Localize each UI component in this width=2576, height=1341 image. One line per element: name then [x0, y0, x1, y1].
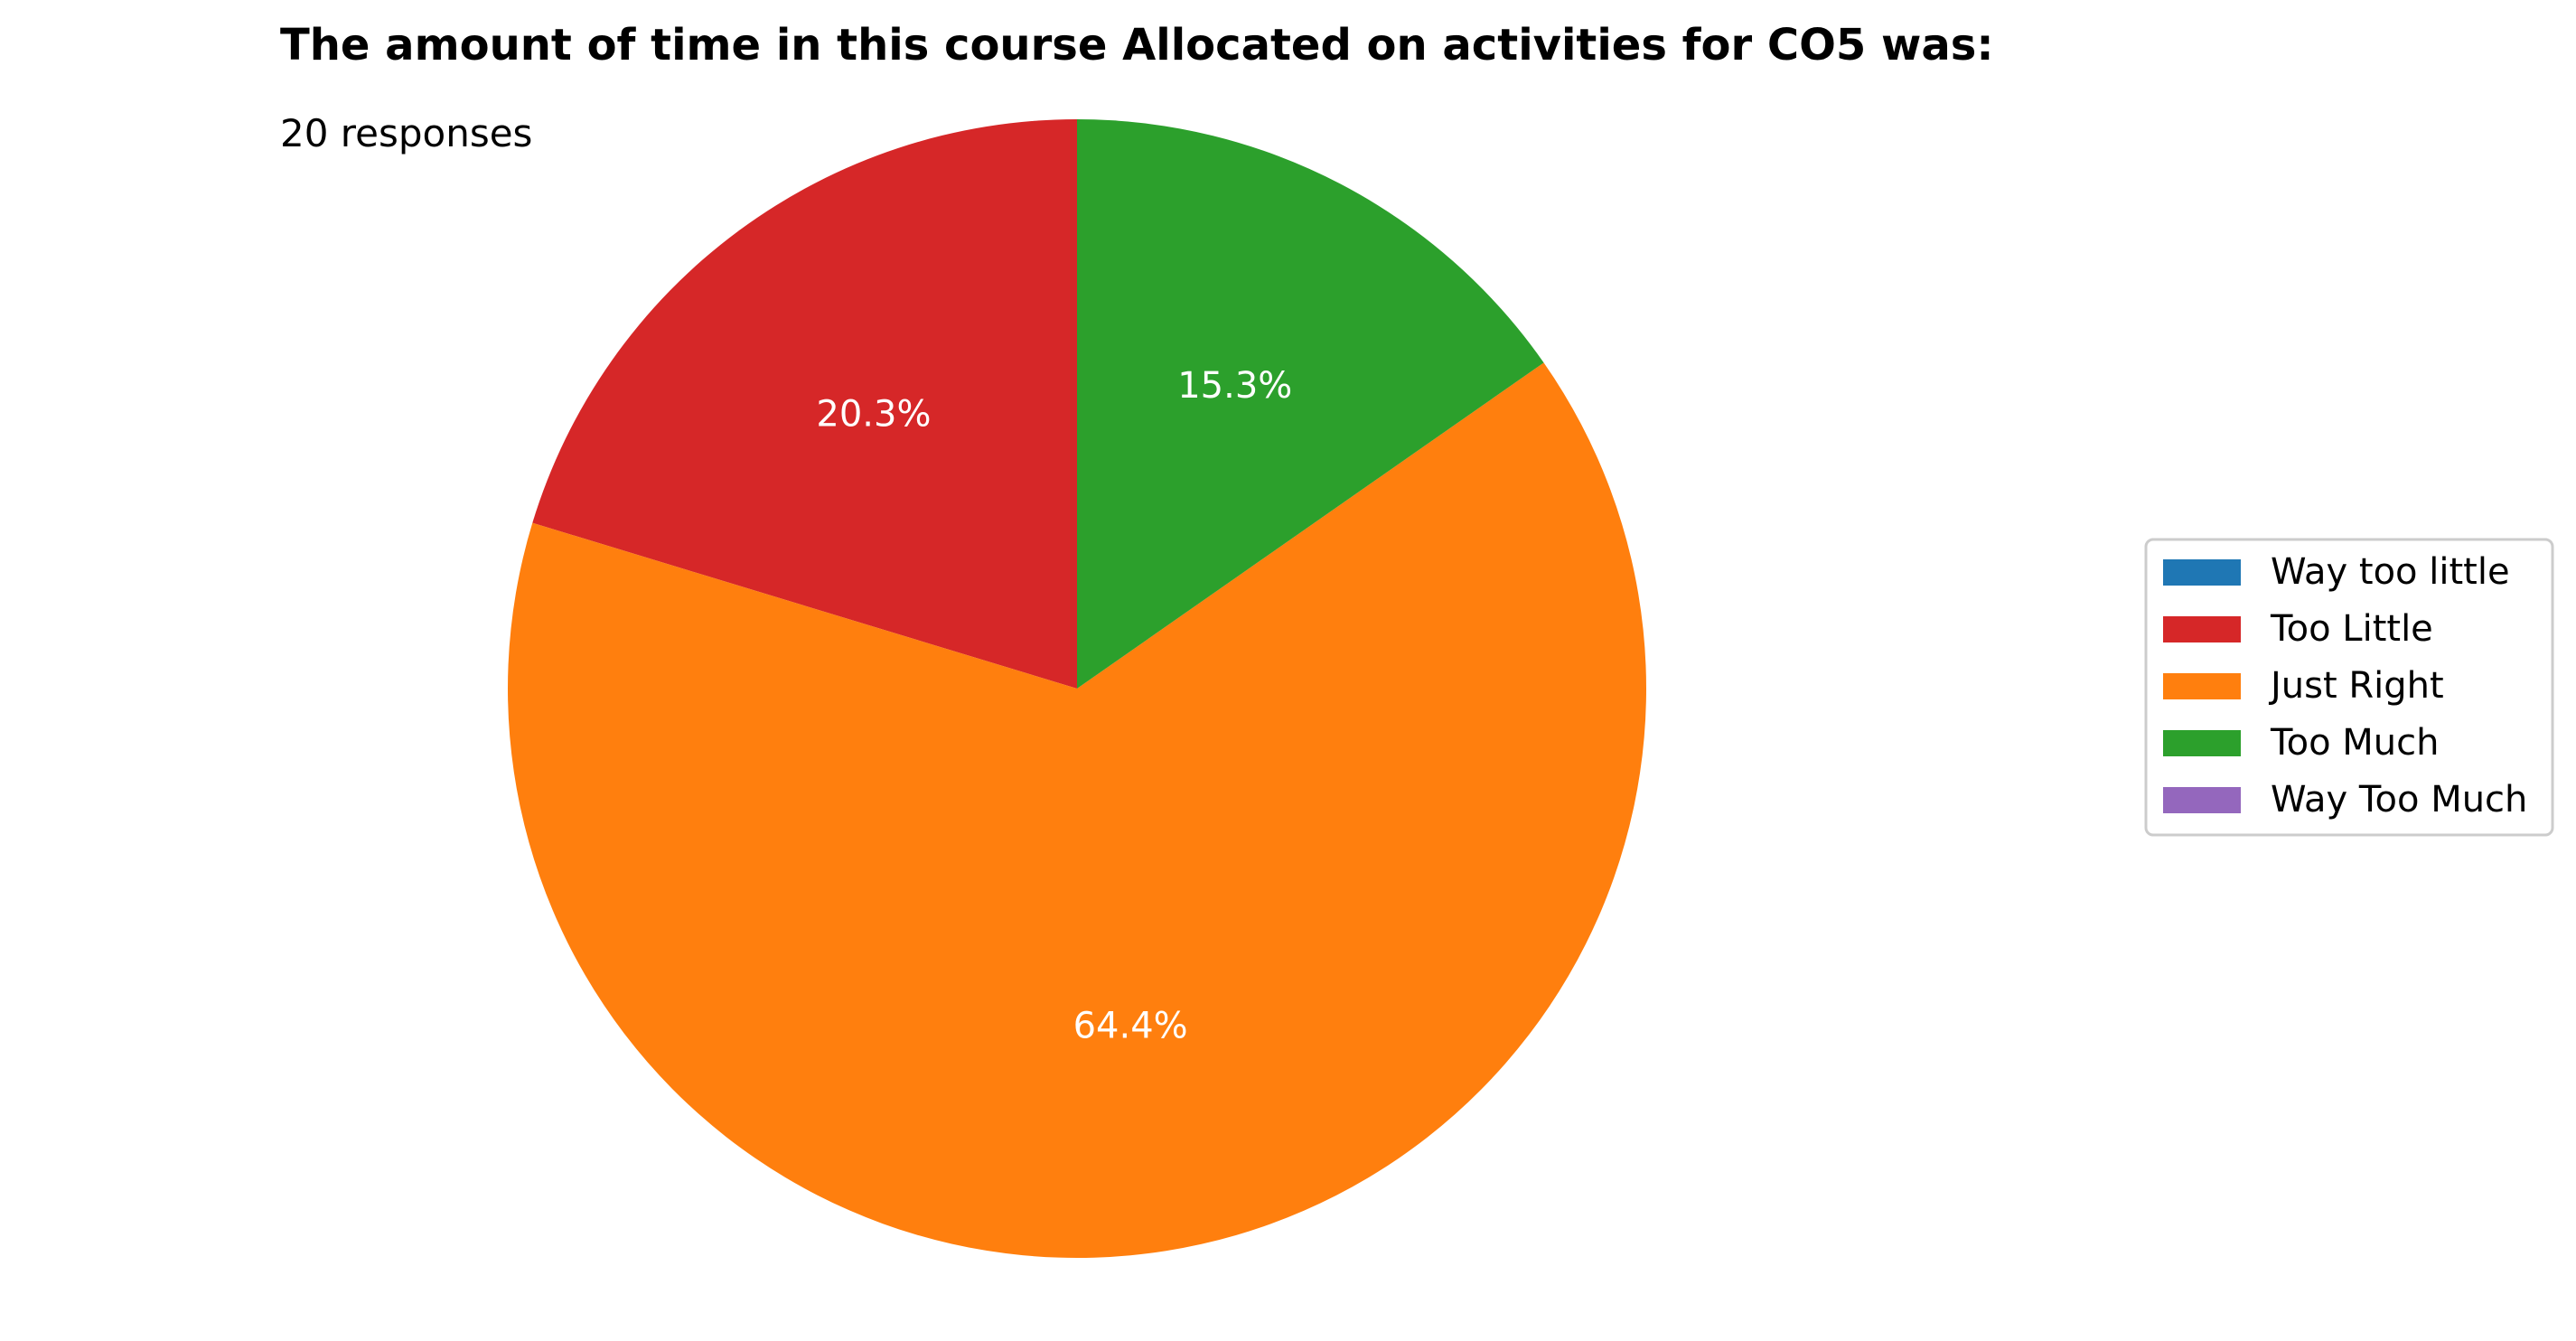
legend-label-just-right: Just Right: [2268, 665, 2444, 707]
slice-label-too-much: 15.3%: [1177, 365, 1292, 407]
legend-swatch-way-too-little: [2163, 559, 2241, 586]
slice-labels: 20.3% 64.4% 15.3%: [816, 365, 1292, 1047]
pie-slice-too-little: [532, 119, 1077, 689]
legend-label-too-little: Too Little: [2270, 608, 2433, 650]
legend-frame: [2144, 538, 2554, 837]
pie-slice-too-much: [1077, 118, 1544, 689]
legend-swatch-too-much: [2163, 730, 2241, 756]
pie-slices: [508, 118, 1647, 1258]
legend-swatch-way-too-much: [2163, 787, 2241, 813]
legend-label-way-too-little: Way too little: [2271, 551, 2510, 593]
chart-subtitle: 20 responses: [280, 111, 532, 155]
slice-label-just-right: 64.4%: [1073, 1005, 1188, 1046]
legend-label-too-much: Too Much: [2270, 722, 2440, 764]
legend-label-way-too-much: Way Too Much: [2271, 779, 2527, 821]
pie-slice-just-right: [508, 362, 1647, 1258]
slice-label-too-little: 20.3%: [816, 393, 931, 435]
legend-swatch-too-little: [2163, 616, 2241, 642]
legend-swatch-just-right: [2163, 673, 2241, 699]
legend: Way too little Too Little Just Right Too Mu…: [2144, 538, 2554, 837]
chart-title: The amount of time in this course Alloca…: [280, 20, 1994, 70]
